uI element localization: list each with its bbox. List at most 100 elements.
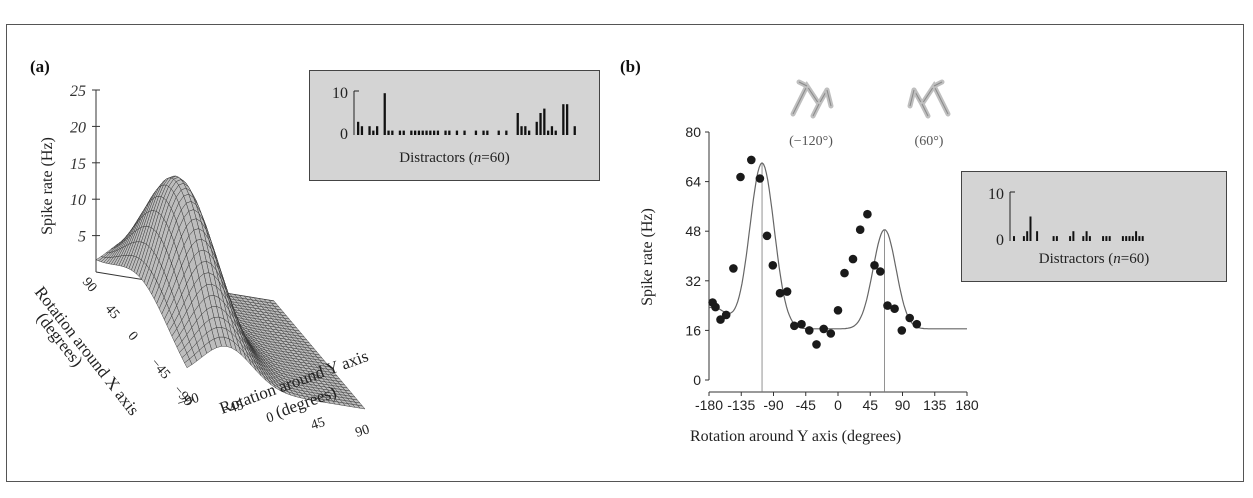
inset-bar (463, 130, 466, 135)
z-tick-label: 10 (70, 192, 86, 209)
inset-bar (543, 108, 546, 135)
inset-bar (562, 104, 565, 135)
data-point (755, 174, 765, 183)
data-point (833, 306, 843, 315)
inset-bar (1069, 236, 1072, 241)
panel-b-label: (b) (620, 57, 641, 76)
data-point (855, 225, 865, 234)
inset-bar (474, 130, 478, 135)
inset-bar (433, 130, 436, 135)
inset-bar (1105, 236, 1108, 241)
x-tick-label: 180 (955, 397, 979, 413)
object-view-stroke (812, 103, 820, 117)
surface-mesh (95, 175, 366, 410)
object-view-stroke (792, 85, 828, 115)
inset-bar (1036, 231, 1039, 241)
inset-bar (376, 126, 379, 135)
inset-bar (1052, 236, 1055, 241)
inset-bar (1026, 231, 1029, 241)
y-tick-label: 48 (685, 223, 701, 239)
inset-bar (520, 126, 523, 135)
data-point (736, 172, 745, 182)
inset-bar (1029, 216, 1032, 241)
inset-bar (1125, 236, 1128, 241)
data-point (912, 319, 922, 329)
object-view-stroke (826, 89, 832, 107)
inset-bar (1085, 231, 1088, 241)
inset-bar (1138, 236, 1141, 241)
inset-bar (410, 130, 413, 135)
inset-bar (417, 130, 421, 135)
data-point (863, 209, 872, 219)
z-tick-label: 25 (70, 83, 86, 100)
panel-a-label: (a) (30, 57, 50, 76)
inset-bar (535, 121, 538, 135)
data-point (762, 231, 772, 241)
y-tick-label: 80 (685, 124, 701, 140)
inset-bar (444, 130, 447, 135)
y-tick-label: 45 (309, 415, 327, 434)
y-tick-label: 16 (685, 322, 701, 338)
data-point (729, 264, 738, 273)
data-point (890, 304, 899, 314)
inset-bar (1135, 231, 1138, 241)
data-point (721, 310, 731, 320)
object-view-stroke (913, 85, 949, 115)
line-xlabel: Rotation around Y axis (degrees) (690, 428, 902, 445)
x-tick-label: 45 (862, 397, 878, 413)
fit-curve (708, 162, 967, 330)
data-point (819, 324, 828, 334)
data-point (797, 319, 806, 329)
surface-cell (184, 358, 193, 369)
inset-bar (482, 130, 485, 135)
z-axis-label: Spike rate (Hz) (39, 137, 56, 235)
figure-frame (6, 24, 1244, 482)
inset-bar (1128, 236, 1131, 241)
y-tick-label: −45 (220, 398, 245, 419)
inset-bar (550, 126, 554, 135)
x-tick-label: 90 (895, 397, 911, 413)
data-point (768, 261, 778, 270)
data-point (812, 340, 821, 349)
data-point (747, 155, 756, 165)
inset-bar (421, 130, 424, 135)
x-tick-label: -45 (796, 397, 816, 413)
data-point (711, 302, 720, 312)
inset-bar (486, 130, 489, 135)
inset-bar (1013, 236, 1015, 241)
z-tick-label: 20 (70, 119, 86, 136)
x-tick-label: -90 (763, 397, 783, 413)
inset-bar (573, 126, 576, 135)
object-view-stroke (921, 103, 929, 117)
inset-bar (455, 130, 459, 135)
data-point (876, 267, 885, 276)
inset-b-xlabel: Distractors (n=60) (1038, 251, 1150, 267)
object-view-icon (790, 79, 834, 119)
inset-bar (1121, 236, 1124, 241)
inset-b-chart: 10 0 (988, 186, 1144, 249)
data-point (716, 315, 725, 324)
line-marks (708, 155, 967, 392)
inset-bar (1022, 236, 1025, 241)
y-tick-label: −90 (176, 391, 201, 412)
inset-bar (360, 126, 364, 135)
inset-y-tick-label: 10 (332, 85, 348, 102)
data-point (826, 329, 836, 338)
data-point (897, 326, 907, 335)
line-ylabel: Spike rate (Hz) (639, 208, 656, 306)
inset-bar (398, 130, 402, 135)
inset-bar (1072, 231, 1075, 241)
inset-a-chart: 10 0 (332, 85, 576, 143)
inset-bar (1102, 236, 1105, 241)
inset-bar (554, 130, 557, 135)
inset-y-tick-label: 0 (340, 126, 348, 143)
data-point (848, 254, 858, 264)
x-tick-label: 0 (834, 397, 842, 413)
inset-bar (425, 130, 428, 135)
inset-bar (357, 121, 360, 135)
inset-bar (429, 130, 432, 135)
inset-y-tick-label: 10 (988, 186, 1004, 203)
inset-bar (528, 130, 531, 135)
line-axes: 0 16 32 48 64 80 -180 -135 -90 -45 0 45 90 135 180 (685, 124, 978, 413)
